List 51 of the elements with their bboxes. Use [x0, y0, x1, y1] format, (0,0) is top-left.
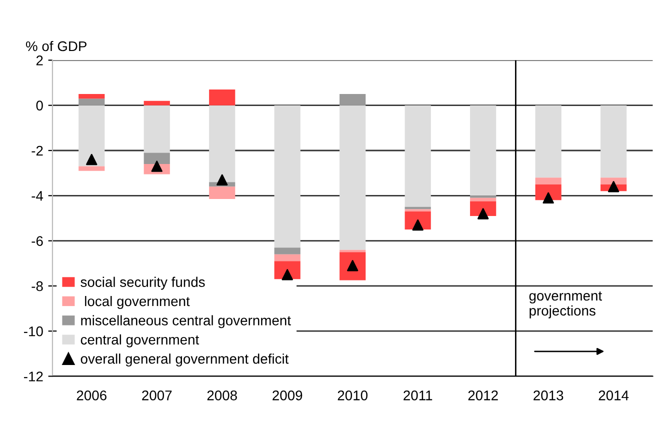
point	[151, 160, 162, 172]
y-tick-label: -4	[32, 191, 44, 201]
x-tick-label: 2010	[338, 390, 368, 400]
y-tick-label: 0	[36, 100, 43, 111]
bar	[404, 105, 431, 207]
x-tick-label: 2008	[207, 390, 237, 400]
bar	[144, 152, 170, 164]
bar	[209, 186, 236, 200]
bar	[274, 105, 300, 248]
x-tick-label: 2006	[76, 390, 106, 400]
x-tick-label: 2013	[534, 390, 564, 400]
y-tick-label: -2	[32, 146, 43, 156]
bar	[209, 90, 236, 106]
bar	[600, 178, 627, 184]
point	[608, 181, 620, 192]
bar	[274, 248, 300, 254]
bar	[144, 105, 170, 153]
x-tick-label: 2012	[468, 390, 498, 400]
bar	[535, 105, 562, 178]
y-tick-label: -8	[32, 281, 43, 292]
point	[86, 154, 98, 166]
y-tick-label: -10	[24, 326, 43, 336]
ref-line-label: government projections	[529, 292, 602, 318]
y-tick-label: -6	[32, 236, 43, 246]
x-tick-label: 2011	[404, 390, 432, 400]
bar	[209, 105, 236, 182]
legend-label: overall general government deficit	[80, 354, 289, 367]
bar	[78, 105, 105, 166]
bar	[144, 100, 170, 106]
legend-label: central government	[80, 334, 200, 348]
y-tick-label: -12	[24, 372, 43, 382]
legend-label: social security funds	[80, 276, 205, 290]
y-axis-title: % of GDP	[26, 40, 86, 52]
y-tick-label: 2	[36, 56, 43, 66]
legend-label: miscellaneous central government	[81, 315, 291, 328]
bar	[600, 105, 627, 178]
bar	[340, 252, 366, 280]
bar	[470, 198, 496, 202]
point	[216, 174, 228, 186]
bar	[340, 105, 366, 250]
x-tick-label: 2007	[142, 390, 172, 400]
bar	[340, 94, 366, 106]
bar	[470, 105, 496, 196]
x-tick-label: 2009	[272, 390, 302, 400]
bar	[274, 254, 300, 262]
legend-label: local government	[85, 296, 190, 309]
bar	[78, 166, 105, 171]
bar	[535, 178, 562, 184]
bar	[78, 94, 105, 99]
x-tick-label: 2014	[598, 390, 629, 400]
bar	[78, 98, 105, 106]
